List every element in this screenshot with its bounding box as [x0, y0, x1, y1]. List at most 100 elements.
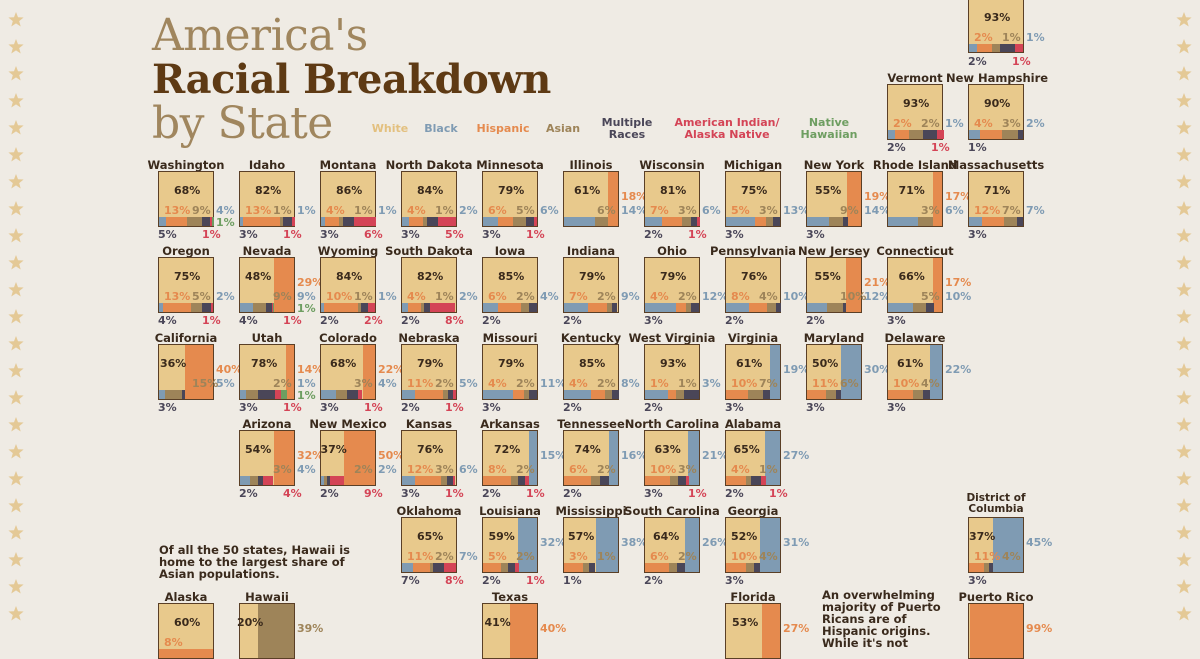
- segment-asian: [250, 476, 258, 485]
- segment-multiple: [691, 303, 699, 312]
- star-icon: [8, 390, 24, 405]
- label-multiple-oklahoma: 7%: [401, 573, 420, 587]
- label-multiple-idaho: 3%: [239, 227, 258, 241]
- star-icon: [8, 120, 24, 135]
- label-multiple-colorado: 3%: [320, 400, 339, 414]
- segment-asian: [670, 476, 678, 485]
- star-icon: [8, 147, 24, 162]
- segment-hispanic: [415, 476, 441, 485]
- label-hispanic-maine: 2%: [974, 31, 993, 44]
- label-hispanic-rhode-island: 17%: [945, 189, 972, 203]
- state-name-minnesota: Minnesota: [476, 157, 544, 172]
- segment-black: [240, 389, 246, 399]
- segment-black: [159, 303, 163, 312]
- segment-hispanic: [483, 562, 501, 572]
- segment-aian: [358, 389, 362, 399]
- star-icon: [8, 417, 24, 432]
- star-icon: [8, 363, 24, 378]
- state-tile-connecticut: [887, 257, 943, 313]
- segment-aian: [354, 216, 376, 226]
- label-black-california: 5%: [216, 376, 235, 390]
- puerto-rico-note: An overwhelming majority of Puerto Rican…: [822, 588, 941, 650]
- segment-nhpi: [281, 389, 287, 399]
- state-name-utah: Utah: [251, 330, 283, 345]
- segment-hispanic: [413, 562, 430, 572]
- label-black-alabama: 27%: [783, 449, 810, 462]
- star-icon: [8, 66, 24, 81]
- label-hispanic-connecticut: 17%: [945, 276, 972, 289]
- segment-black: [726, 303, 749, 312]
- state-name-arkansas: Arkansas: [480, 417, 540, 431]
- star-icon: [1176, 201, 1192, 216]
- state-name-new-mexico: New Mexico: [309, 417, 387, 431]
- segment-asian: [591, 476, 600, 485]
- segment-multiple: [526, 216, 534, 226]
- label-asian-maine: 1%: [1002, 31, 1021, 44]
- label-hispanic-nevada: 29%: [297, 276, 324, 289]
- state-name-wisconsin: Wisconsin: [639, 157, 705, 172]
- segment-hispanic: [163, 303, 191, 312]
- label-asian-tennessee: 2%: [597, 463, 616, 476]
- star-icon: [1176, 282, 1192, 297]
- label-black-new-jersey: 12%: [864, 290, 891, 303]
- label-asian-oklahoma: 2%: [435, 549, 454, 563]
- segment-hispanic: [662, 216, 682, 226]
- label-white-michigan: 75%: [741, 183, 768, 197]
- label-multiple-utah: 3%: [239, 400, 258, 414]
- label-black-minnesota: 6%: [540, 203, 559, 217]
- segment-hispanic: [286, 344, 294, 399]
- state-tile-idaho: [239, 170, 295, 227]
- star-icon: [1176, 525, 1192, 540]
- label-asian-washington: 9%: [192, 203, 211, 217]
- segment-black: [645, 216, 662, 226]
- state-name-alaska: Alaska: [164, 590, 208, 604]
- segment-black: [240, 303, 253, 312]
- label-hispanic-new-mexico: 50%: [378, 449, 405, 462]
- label-multiple-kentucky: 2%: [563, 400, 582, 414]
- state-tile-ohio: [644, 257, 700, 313]
- label-asian-delaware: 4%: [921, 376, 940, 390]
- segment-hispanic: [933, 171, 942, 226]
- label-hispanic-pennsylvania: 8%: [731, 290, 750, 303]
- label-hispanic-missouri: 4%: [488, 376, 507, 390]
- label-multiple-nevada: 4%: [239, 314, 258, 327]
- segment-asian: [524, 389, 529, 399]
- state-name-massachusetts: Massachusetts: [947, 157, 1045, 172]
- segment-asian: [605, 389, 612, 399]
- label-aian-oregon: 1%: [202, 314, 221, 327]
- segment-black: [483, 216, 498, 226]
- state-name-michigan: Michigan: [723, 157, 783, 172]
- label-black-colorado: 4%: [378, 376, 397, 390]
- label-black-illinois: 14%: [621, 203, 648, 217]
- page-title: America's Racial Breakdown by State: [152, 14, 551, 146]
- state-tile-georgia: [725, 516, 781, 573]
- label-hispanic-north-dakota: 4%: [407, 203, 426, 217]
- title-line-1: America's: [152, 10, 368, 61]
- label-multiple-louisiana: 2%: [482, 573, 501, 587]
- segment-multiple: [843, 216, 848, 226]
- star-icon: [8, 309, 24, 324]
- label-black-wyoming: 1%: [378, 290, 397, 303]
- segment-hispanic: [755, 216, 766, 226]
- segment-multiple: [529, 389, 537, 399]
- state-name-louisiana: Louisiana: [479, 503, 541, 518]
- label-hispanic-kentucky: 4%: [569, 376, 588, 390]
- state-tile-utah: [239, 343, 295, 400]
- label-black-new-hampshire: 2%: [1026, 117, 1045, 130]
- label-multiple-nebraska: 2%: [401, 400, 420, 414]
- label-black-wisconsin: 6%: [702, 203, 721, 217]
- segment-black: [402, 216, 409, 226]
- label-white-minnesota: 79%: [498, 183, 525, 197]
- label-hispanic-idaho: 13%: [245, 203, 272, 217]
- segment-asian: [682, 216, 691, 226]
- segment-black: [321, 303, 324, 312]
- label-aian-maine: 1%: [1012, 55, 1031, 68]
- segment-hispanic: [888, 389, 913, 399]
- label-nhpi-utah: 1%: [297, 388, 316, 402]
- segment-black: [765, 431, 780, 485]
- star-icon: [1176, 66, 1192, 81]
- star-icon: [8, 282, 24, 297]
- label-multiple-mississippi: 1%: [563, 573, 582, 587]
- star-icon: [1176, 174, 1192, 189]
- segment-hispanic: [970, 604, 1023, 658]
